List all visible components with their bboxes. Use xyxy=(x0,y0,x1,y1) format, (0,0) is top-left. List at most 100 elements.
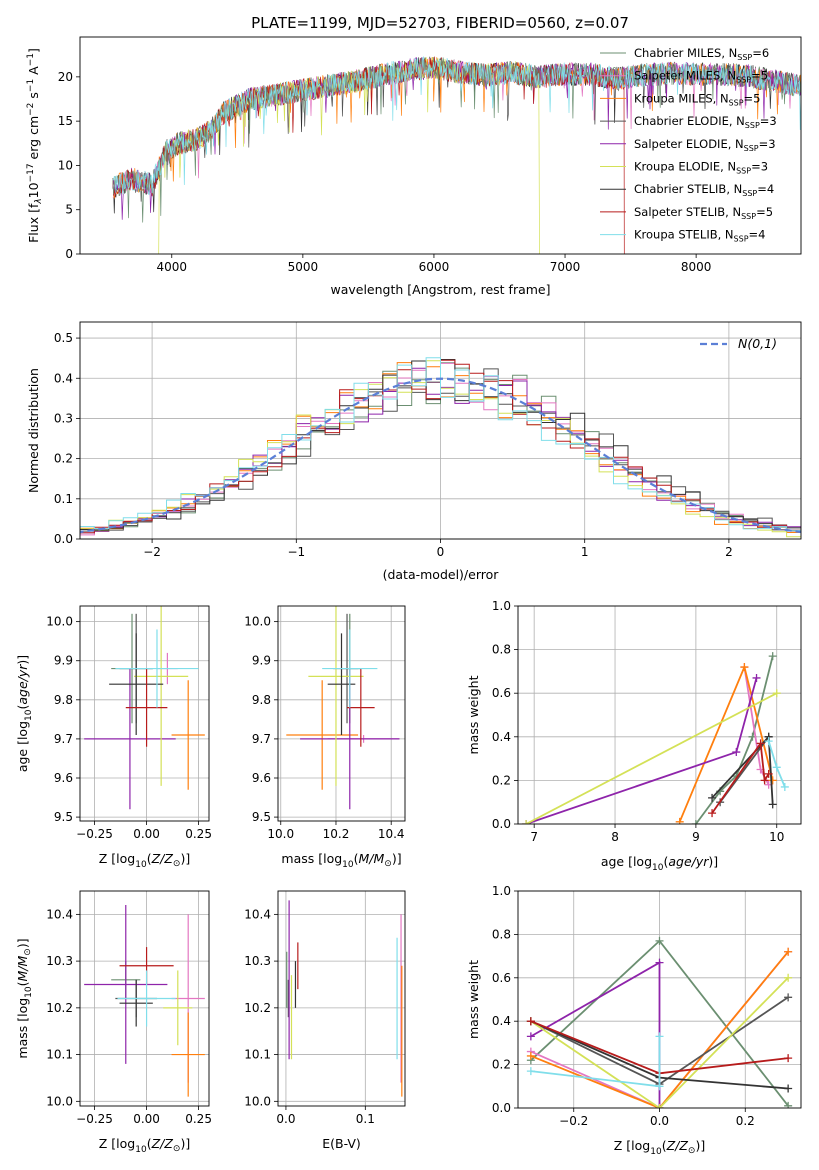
label-sup: −17 xyxy=(26,163,36,182)
errorbars xyxy=(286,900,403,1097)
weight-marker xyxy=(784,1101,793,1108)
label-part: age/yr xyxy=(15,664,30,705)
label-part: ( xyxy=(663,854,668,869)
legend-sub: SSP xyxy=(741,212,756,221)
figure-title: PLATE=1199, MJD=52703, FIBERID=0560, z=0… xyxy=(251,14,629,32)
legend-label: N(0,1) xyxy=(738,336,777,351)
weight-marker xyxy=(732,748,741,757)
axes-frame xyxy=(79,321,802,540)
y-tick-label: 5 xyxy=(65,203,73,217)
y-axis-label: Flux [fλ10−17 erg cm−2 s−1 A−1] xyxy=(26,48,44,243)
weight-series-5 xyxy=(525,692,778,824)
x-axis-label: wavelength [Angstrom, rest frame] xyxy=(330,282,550,297)
errorbars xyxy=(84,905,205,1097)
legend-model: Chabrier MILES, N xyxy=(634,46,737,60)
legend-sub: SSP xyxy=(742,189,757,198)
y-axis-label: mass weight xyxy=(466,675,481,754)
weight-marker xyxy=(675,817,684,824)
legend-count: =4 xyxy=(757,182,774,196)
label-sub: λ xyxy=(34,198,44,204)
label-sup: −2 xyxy=(26,103,36,116)
y-tick-label: 0.6 xyxy=(492,686,511,700)
x-axis-label: Z [log10(Z/Z⊙)] xyxy=(614,1138,705,1157)
x-axis-label: Z [log10(Z/Z⊙)] xyxy=(99,851,190,870)
legend-label: Salpeter STELIB, NSSP=5 xyxy=(634,205,773,221)
y-axis-label: mass [log10(M/M⊙)] xyxy=(15,938,34,1058)
label-part: Z [log xyxy=(99,851,135,866)
x-tick-label: −1 xyxy=(287,545,305,559)
legend-model: Chabrier ELODIE, N xyxy=(634,114,745,128)
y-tick-label: 10.0 xyxy=(46,615,73,629)
weight-series-7 xyxy=(711,740,770,814)
errorbars xyxy=(84,606,205,810)
label-sub: 10 xyxy=(24,986,34,998)
legend-label: Kroupa STELIB, NSSP=4 xyxy=(634,228,765,244)
histogram-series-8 xyxy=(80,357,801,536)
label-sub: ⊙ xyxy=(23,948,33,956)
weight-marker xyxy=(526,1032,535,1041)
x-axis-label: age [log10(age/yr)] xyxy=(601,854,718,873)
weight-marker xyxy=(784,1084,793,1093)
y-tick-label: 15 xyxy=(58,114,73,128)
weight-marker xyxy=(708,793,717,802)
x-tick-label: 10.0 xyxy=(267,827,294,841)
spectrum-panel: 4000 5000 6000 7000 8000 0 5 10 15 20 Chabrier MIL… xyxy=(26,36,802,297)
y-tick-label: 10.2 xyxy=(244,1001,271,1015)
label-part: M/M xyxy=(15,955,30,981)
x-tick-label: −2 xyxy=(143,545,161,559)
x-tick-label: 8 xyxy=(611,830,619,844)
label-part: Z/Z xyxy=(151,1136,174,1151)
legend-sub: SSP xyxy=(745,121,760,130)
label-part: s xyxy=(26,92,41,103)
legend-label: Chabrier ELODIE, NSSP=3 xyxy=(634,114,777,130)
label-part: ( xyxy=(147,851,152,866)
x-axis-label: mass [log10(M/M⊙)] xyxy=(281,851,401,870)
legend-sub: SSP xyxy=(734,235,749,244)
y-tick-label: 9.5 xyxy=(54,810,73,824)
legend-count: =5 xyxy=(751,69,768,83)
x-tick-label: 8000 xyxy=(681,260,712,274)
x-tick-label: 0.0 xyxy=(276,1112,295,1126)
y-tick-label: 0.6 xyxy=(492,971,511,985)
axes-frame xyxy=(517,605,802,825)
weight-marker xyxy=(522,820,531,824)
label-part: )] xyxy=(15,655,30,665)
label-sup: −1 xyxy=(26,79,36,92)
spectrum-series-8 xyxy=(112,56,801,195)
axes-frame xyxy=(517,890,802,1109)
label-part: Z/Z xyxy=(666,1138,689,1153)
y-tick-label: 9.9 xyxy=(252,654,271,668)
label-part: ] xyxy=(26,48,41,53)
y-tick-label: 9.7 xyxy=(252,732,271,746)
label-part: M/M xyxy=(359,851,385,866)
weight-marker xyxy=(655,936,664,945)
y-tick-label: 1.0 xyxy=(492,599,511,613)
y-tick-label: 10.3 xyxy=(46,954,73,968)
y-tick-label: 9.8 xyxy=(252,693,271,707)
label-part: A xyxy=(26,66,41,79)
y-tick-label: 0.0 xyxy=(54,532,73,546)
weight-marker xyxy=(764,737,773,746)
x-tick-label: 7 xyxy=(530,830,538,844)
legend-label: Kroupa ELODIE, NSSP=3 xyxy=(634,160,768,176)
label-part: ( xyxy=(147,1136,152,1151)
y-tick-label: 0.0 xyxy=(492,817,511,831)
x-tick-label: 6000 xyxy=(419,260,450,274)
label-sub: 10 xyxy=(650,1147,662,1157)
x-tick-label: 2 xyxy=(725,545,733,559)
y-tick-label: 0.4 xyxy=(492,730,511,744)
weight-marker xyxy=(772,689,781,698)
label-part: )] xyxy=(708,854,718,869)
x-tick-label: −0.25 xyxy=(76,827,113,841)
legend-sub: SSP xyxy=(729,98,744,107)
legend-sub: SSP xyxy=(736,167,751,176)
label-sub: ⊙ xyxy=(173,1144,181,1154)
label-sup: −1 xyxy=(26,53,36,66)
label-sub: 10 xyxy=(342,860,354,870)
weight-marker xyxy=(655,1104,664,1108)
weight-marker xyxy=(691,820,700,824)
weight-marker xyxy=(784,993,793,1002)
gaussian-curve xyxy=(80,377,801,534)
